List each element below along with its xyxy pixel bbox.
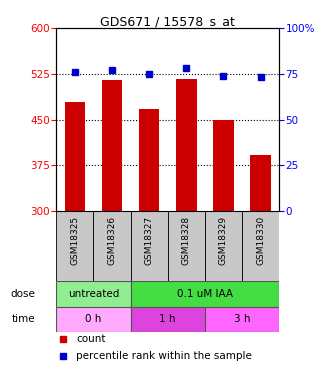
Bar <box>205 211 242 281</box>
Text: GSM18328: GSM18328 <box>182 216 191 265</box>
Text: GSM18327: GSM18327 <box>145 216 154 265</box>
Bar <box>56 306 131 332</box>
Bar <box>168 211 205 281</box>
Text: time: time <box>12 314 36 324</box>
Bar <box>250 155 271 211</box>
Text: count: count <box>76 334 106 345</box>
Bar <box>176 79 196 211</box>
Text: 3 h: 3 h <box>234 314 250 324</box>
Bar <box>131 306 205 332</box>
Bar <box>213 120 234 211</box>
Text: GSM18326: GSM18326 <box>108 216 117 265</box>
Bar <box>131 211 168 281</box>
Text: GSM18330: GSM18330 <box>256 216 265 265</box>
Bar <box>102 80 122 211</box>
Bar <box>56 211 93 281</box>
Bar <box>242 211 279 281</box>
Bar <box>56 281 131 306</box>
Bar <box>131 281 279 306</box>
Text: dose: dose <box>11 289 36 299</box>
Bar <box>205 306 279 332</box>
Title: GDS671 / 15578_s_at: GDS671 / 15578_s_at <box>100 15 235 28</box>
Text: 0.1 uM IAA: 0.1 uM IAA <box>177 289 233 299</box>
Text: percentile rank within the sample: percentile rank within the sample <box>76 351 252 361</box>
Text: GSM18329: GSM18329 <box>219 216 228 265</box>
Text: GSM18325: GSM18325 <box>70 216 79 265</box>
Bar <box>139 108 159 211</box>
Bar <box>65 102 85 211</box>
Bar <box>93 211 131 281</box>
Text: 0 h: 0 h <box>85 314 101 324</box>
Text: 1 h: 1 h <box>160 314 176 324</box>
Text: untreated: untreated <box>68 289 119 299</box>
